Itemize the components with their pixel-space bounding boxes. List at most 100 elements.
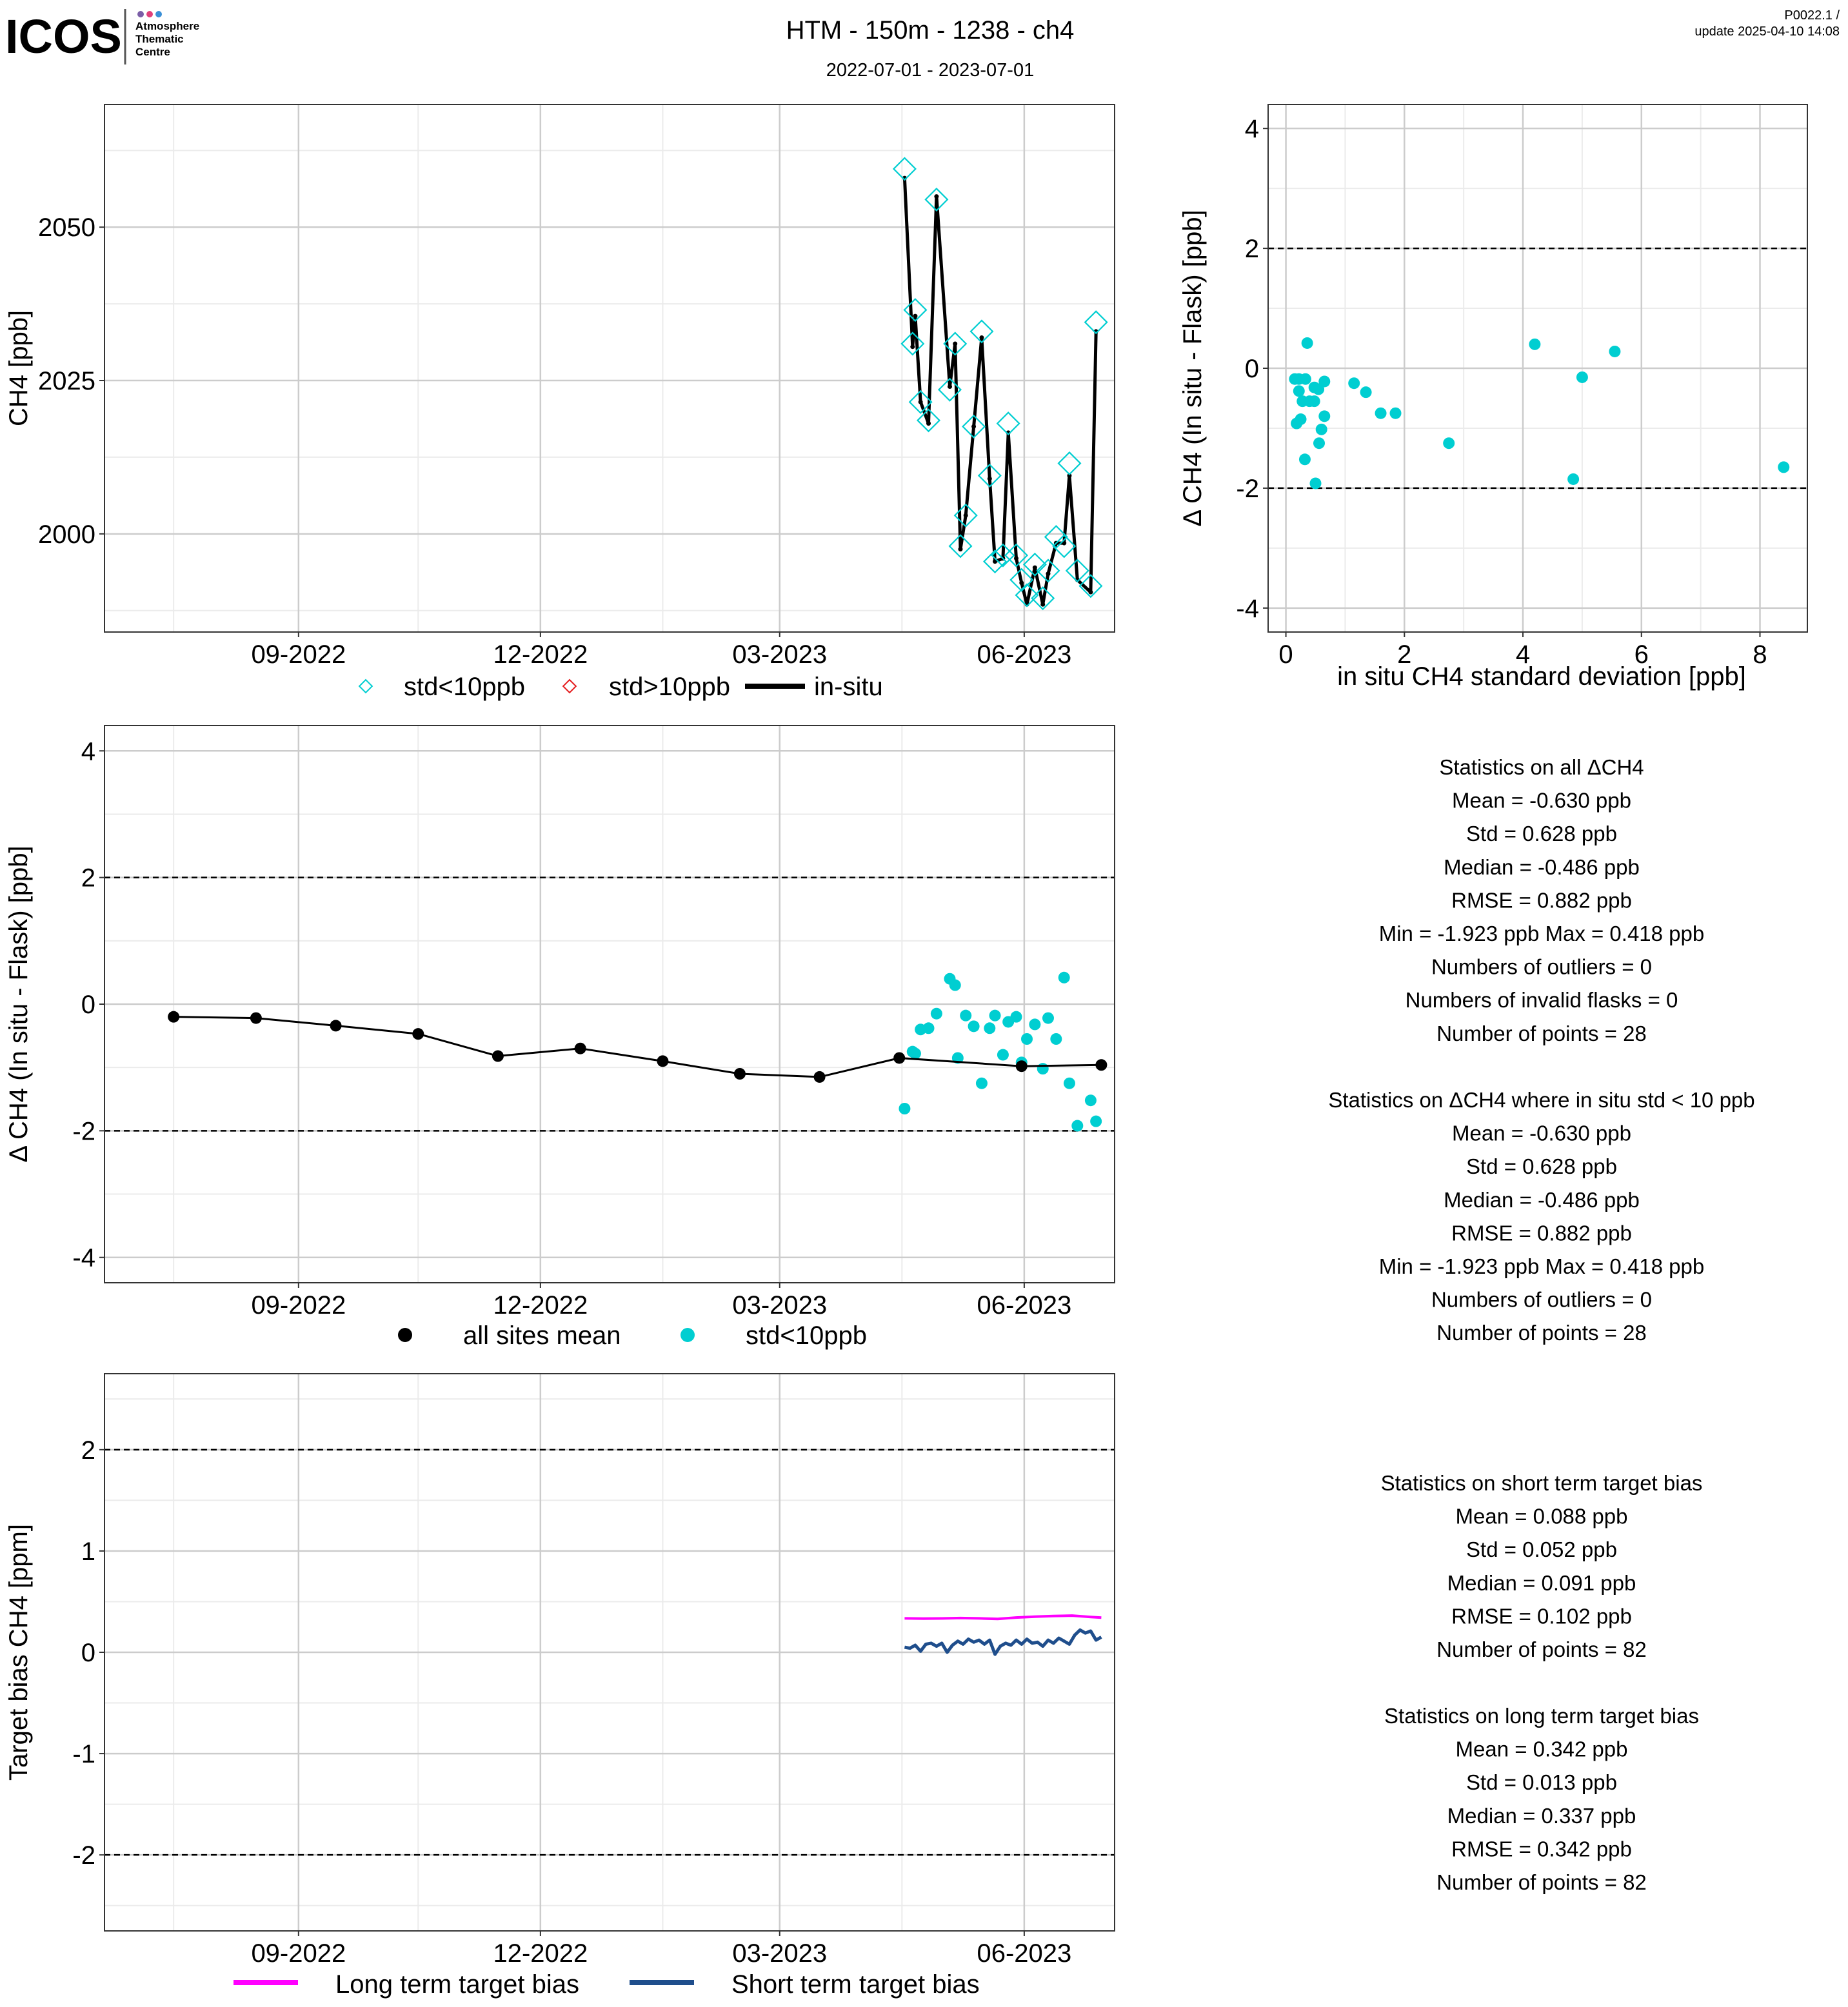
flask-diamond bbox=[983, 549, 1008, 574]
legend-label-all-sites-mean: all sites mean bbox=[463, 1321, 621, 1350]
x-tick-label: 12-2022 bbox=[493, 1939, 588, 1968]
flask-diamond bbox=[1078, 574, 1103, 598]
stats-title: Statistics on short term target bias bbox=[1381, 1471, 1703, 1495]
short-term-bias-line bbox=[904, 1628, 1102, 1656]
x-tick-label: 4 bbox=[1516, 640, 1530, 669]
delta-point bbox=[1348, 377, 1360, 390]
flask-diamond bbox=[953, 503, 978, 528]
update-label: update 2025-04-10 14:08 bbox=[1694, 25, 1840, 39]
logo-dot-3 bbox=[155, 11, 162, 17]
in-situ-point bbox=[1040, 602, 1046, 607]
delta-timeseries-legend: all sites mean std<10ppb bbox=[398, 1321, 867, 1350]
stats-short-block: Statistics on short term target bias Mean… bbox=[1381, 1471, 1703, 1661]
delta-flask-point bbox=[1037, 1063, 1049, 1075]
delta-point bbox=[1308, 395, 1320, 408]
delta-flask-point bbox=[1042, 1012, 1054, 1024]
delta-point bbox=[1299, 373, 1311, 385]
flask-diamond bbox=[996, 411, 1020, 436]
legend-label-std-gt-10: std>10ppb bbox=[609, 673, 730, 701]
flask-diamond bbox=[1004, 543, 1029, 568]
delta-point bbox=[1389, 407, 1402, 419]
flask-diamond bbox=[1015, 583, 1039, 608]
delta-point bbox=[1291, 417, 1303, 430]
stats-title: Statistics on long term target bias bbox=[1384, 1704, 1699, 1728]
flask-diamond bbox=[977, 463, 1002, 488]
flask-diamond bbox=[991, 543, 1015, 568]
in-situ-point bbox=[953, 341, 958, 346]
delta-vs-std-ylabel: Δ CH4 (In situ - Flask) [ppb] bbox=[1178, 210, 1207, 526]
stats-line: Number of points = 28 bbox=[1436, 1321, 1647, 1345]
stats-line: Numbers of outliers = 0 bbox=[1431, 1288, 1652, 1312]
stats-line: RMSE = 0.102 ppb bbox=[1451, 1604, 1632, 1628]
delta-point bbox=[1778, 461, 1790, 473]
in-situ-point bbox=[910, 344, 915, 350]
timeseries-panel: 09-2022 12-2022 03-2023 06-2023 2000 2025 2050… bbox=[5, 104, 1115, 701]
delta-vs-std-panel: 0 2 4 6 8 4 2 0 -2 -4 Δ CH4 (In situ - Flask) [pp… bbox=[1178, 104, 1808, 691]
delta-flask-point bbox=[930, 1007, 942, 1020]
x-tick-label: 6 bbox=[1634, 640, 1649, 669]
legend-label-short-term: Short term target bias bbox=[731, 1970, 980, 1999]
stats-line: Median = -0.486 ppb bbox=[1444, 855, 1640, 879]
delta-flask-point bbox=[1010, 1011, 1022, 1023]
x-tick-label: 2 bbox=[1397, 640, 1411, 669]
legend-label-in-situ: in-situ bbox=[814, 673, 883, 701]
in-situ-point bbox=[1014, 556, 1019, 561]
legend-label-long-term: Long term target bias bbox=[335, 1970, 579, 1999]
in-situ-point bbox=[1019, 580, 1024, 586]
y-tick-label: 1 bbox=[81, 1537, 95, 1566]
logo-sub-1: Atmosphere bbox=[135, 20, 199, 32]
stats-line: Median = 0.337 ppb bbox=[1447, 1804, 1636, 1828]
flask-diamond bbox=[892, 157, 917, 181]
x-tick-label: 12-2022 bbox=[493, 640, 588, 669]
delta-flask-point bbox=[997, 1049, 1009, 1061]
stats-line: Number of points = 28 bbox=[1436, 1022, 1647, 1045]
stats-line: RMSE = 0.882 ppb bbox=[1451, 888, 1632, 912]
timeseries-ylabel: CH4 [ppb] bbox=[5, 310, 33, 426]
logo-wordmark: ICOS bbox=[5, 10, 122, 63]
delta-flask-point bbox=[984, 1022, 996, 1034]
x-tick-label: 12-2022 bbox=[493, 1291, 588, 1320]
in-situ-point bbox=[979, 335, 984, 340]
y-tick-label: 2050 bbox=[38, 213, 95, 242]
flask-diamond bbox=[903, 298, 928, 322]
delta-point bbox=[1609, 345, 1621, 357]
delta-vs-std-xlabel: in situ CH4 standard deviation [ppb] bbox=[1337, 662, 1746, 691]
y-tick-label: -2 bbox=[72, 1841, 95, 1870]
stats-line: Numbers of outliers = 0 bbox=[1431, 955, 1652, 979]
delta-point bbox=[1443, 437, 1455, 450]
y-tick-label: 2000 bbox=[38, 520, 95, 549]
all-sites-mean-point bbox=[250, 1012, 262, 1024]
stats-line: Min = -1.923 ppb Max = 0.418 ppb bbox=[1379, 922, 1705, 945]
icos-logo: ICOS Atmosphere Thematic Centre bbox=[5, 9, 199, 64]
all-sites-mean-point bbox=[330, 1020, 342, 1032]
in-situ-point bbox=[947, 384, 952, 390]
y-tick-label: 2025 bbox=[38, 367, 95, 395]
in-situ-point bbox=[918, 399, 923, 404]
flask-diamond bbox=[1084, 310, 1108, 335]
delta-flask-point bbox=[899, 1103, 911, 1114]
logo-sub-2: Thematic bbox=[135, 33, 184, 45]
logo-sub-3: Centre bbox=[135, 46, 170, 58]
in-situ-point bbox=[963, 513, 968, 518]
y-tick-label: 2 bbox=[81, 864, 95, 893]
all-sites-mean-point bbox=[1015, 1060, 1028, 1073]
flask-diamond bbox=[937, 377, 962, 402]
flask-diamond bbox=[1065, 559, 1089, 583]
delta-point bbox=[1360, 386, 1372, 399]
stats-long-block: Statistics on long term target bias Mean … bbox=[1384, 1704, 1699, 1894]
long-term-bias-line bbox=[904, 1614, 1102, 1621]
flask-diamond bbox=[1022, 552, 1047, 577]
delta-flask-point bbox=[960, 1009, 972, 1022]
x-tick-label: 09-2022 bbox=[251, 1291, 346, 1320]
y-tick-label: -4 bbox=[72, 1244, 95, 1272]
y-tick-label: 4 bbox=[81, 737, 95, 766]
y-tick-label: -1 bbox=[72, 1740, 95, 1768]
delta-point bbox=[1301, 337, 1313, 349]
flask-diamond bbox=[1052, 534, 1077, 559]
flask-diamond bbox=[908, 390, 933, 414]
legend-key-std-gt-10 bbox=[562, 678, 577, 694]
in-situ-point bbox=[913, 313, 918, 319]
all-sites-mean-point bbox=[168, 1011, 180, 1023]
all-sites-mean-point bbox=[492, 1050, 504, 1062]
stats-std10-block: Statistics on ΔCH4 where in situ std < 1… bbox=[1328, 1088, 1754, 1345]
